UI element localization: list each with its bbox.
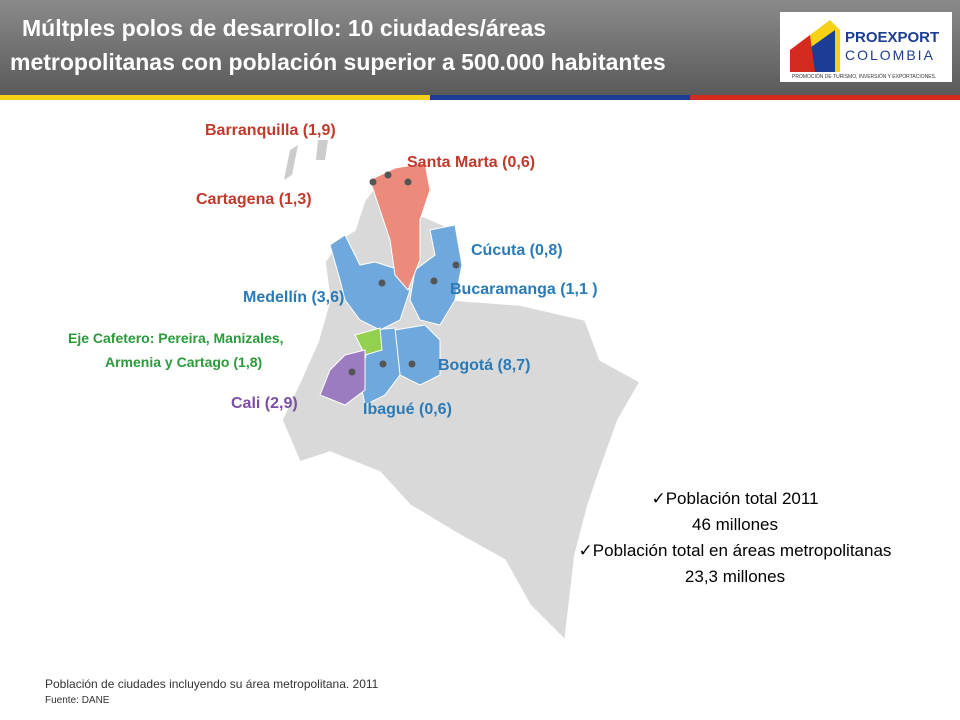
summary-label-text: Población total en áreas metropolitanas <box>593 541 892 560</box>
summary-value: 23,3 millones <box>685 567 785 586</box>
city-label: Armenia y Cartago (1,8) <box>105 354 262 370</box>
stripe-yellow <box>0 95 430 100</box>
city-dots <box>348 171 460 376</box>
summary: ✓Población total 2011 46 millones ✓Pobla… <box>579 489 892 586</box>
stripe-red <box>690 95 960 100</box>
region-medellin <box>329 234 411 331</box>
city-dot <box>408 360 416 368</box>
region-eje-cafetero <box>354 327 383 356</box>
logo-shape <box>790 35 815 72</box>
city-label: Bogotá (8,7) <box>438 357 530 374</box>
city-label: Barranquilla (1,9) <box>205 122 336 139</box>
title: metropolitanas con población superior a … <box>10 49 666 75</box>
city-label: Medellín (3,6) <box>243 289 344 306</box>
logo: PROEXPORT COLOMBIA PROMOCIÓN DE TURISMO,… <box>780 12 952 82</box>
city-label: Cali (2,9) <box>231 395 298 412</box>
logo-tagline: PROMOCIÓN DE TURISMO, INVERSIÓN Y EXPORT… <box>792 73 936 80</box>
city-dot <box>379 360 387 368</box>
city-dot <box>452 261 460 269</box>
city-label: Bucaramanga (1,1 ) <box>450 281 598 298</box>
city-dot <box>378 279 386 287</box>
region-bucaramanga <box>409 224 463 326</box>
city-dot <box>430 277 438 285</box>
city-label: Ibagué (0,6) <box>363 401 452 418</box>
city-label: Santa Marta (0,6) <box>407 154 535 171</box>
logo-name: PROEXPORT <box>845 29 939 46</box>
summary-label: ✓Población total en áreas metropolitanas <box>579 541 892 560</box>
city-dot <box>384 171 392 179</box>
summary-label-text: Población total 2011 <box>666 489 819 508</box>
island <box>316 140 328 160</box>
summary-label: ✓Población total 2011 <box>651 489 818 508</box>
summary-value: 46 millones <box>692 515 778 534</box>
city-dot <box>404 178 412 186</box>
island <box>284 145 298 180</box>
city-label: Cúcuta (0,8) <box>471 242 563 259</box>
region-bogota <box>394 324 441 386</box>
city-label: Eje Cafetero: Pereira, Manizales, <box>68 330 284 346</box>
stripe-blue <box>430 95 690 100</box>
city-dot <box>369 178 377 186</box>
map <box>281 140 642 642</box>
footer-source: Fuente: DANE <box>45 695 110 706</box>
footer-note: Población de ciudades incluyendo su área… <box>45 677 379 691</box>
logo-country: COLOMBIA <box>845 47 935 63</box>
title: Múltples polos de desarrollo: 10 ciudade… <box>22 15 546 41</box>
city-dot <box>348 368 356 376</box>
region-cali <box>319 349 366 406</box>
region-caribe <box>369 162 431 291</box>
city-label: Cartagena (1,3) <box>196 191 312 208</box>
